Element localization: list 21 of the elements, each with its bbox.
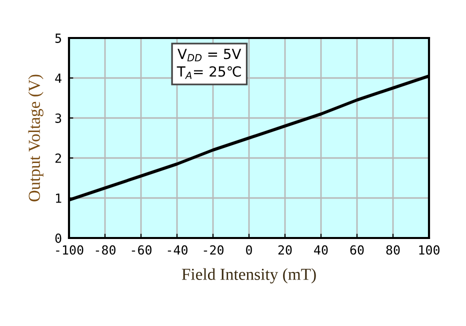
y-axis-title: Output Voltage (V)	[28, 74, 44, 202]
x-tick-label: -40	[168, 245, 188, 255]
y-tick-label: 0	[55, 234, 62, 243]
x-tick-label: 20	[278, 245, 292, 255]
x-axis-title: Field Intensity (mT)	[182, 268, 316, 284]
y-tick-label: 1	[56, 194, 62, 203]
x-tick-label: 100	[419, 245, 440, 255]
y-tick-label: 3	[55, 114, 62, 123]
y-tick-label: 4	[55, 74, 62, 83]
x-tick-label: -60	[132, 245, 152, 255]
x-tick-label: -20	[204, 245, 224, 255]
x-tick-label: 80	[386, 245, 400, 255]
x-tick-label: -100	[56, 245, 84, 255]
annotation: T$_{A}$= 25℃	[176, 66, 241, 79]
x-tick-label: 60	[350, 245, 364, 255]
y-tick-label: 2	[55, 154, 61, 163]
y-tick-label: 5	[55, 34, 62, 43]
annotation: V$_{DD}$ = 5V	[178, 48, 242, 62]
x-tick-label: -80	[96, 245, 116, 255]
x-tick-label: 0	[246, 245, 252, 255]
x-tick-label: 40	[314, 245, 328, 255]
